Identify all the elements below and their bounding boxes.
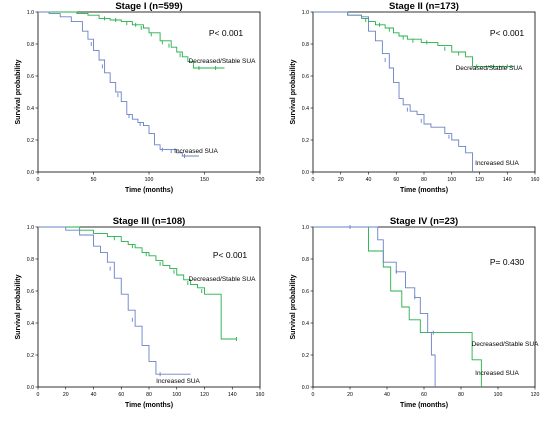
x-tick-label: 20: [338, 177, 344, 183]
x-tick-label: 100: [172, 392, 181, 398]
x-tick-label: 20: [347, 392, 353, 398]
x-tick-label: 80: [421, 177, 427, 183]
y-tick-label: 0.6: [302, 74, 309, 80]
x-tick-label: 80: [458, 392, 464, 398]
x-tick-label: 0: [37, 177, 40, 183]
x-tick-label: 140: [503, 177, 512, 183]
series-label-increased-sua: Increased SUA: [174, 148, 218, 155]
y-tick-label: 0.6: [27, 74, 34, 80]
series-label-increased-sua: Increased SUA: [475, 370, 519, 377]
y-tick-label: 0.2: [302, 138, 309, 144]
km-panel-stage-3: Stage III (n=108) 0 20 40 60 80 100 120 140 160 0.…: [0, 215, 275, 430]
p-value-label: P< 0.001: [213, 250, 248, 260]
km-chart-svg: Stage I (n=599) 0 50 100 150 200 0.0 0.2 0.4 0.6 0…: [15, 1, 265, 194]
y-tick-label: 0.0: [302, 170, 309, 176]
y-tick-label: 0.2: [302, 353, 309, 359]
x-tick-label: 60: [118, 392, 124, 398]
x-tick-label: 60: [393, 177, 399, 183]
km-chart-svg: Stage IV (n=23) 0 20 40 60 80 100 120 0.0 0.2 0.4 0…: [290, 216, 540, 409]
y-tick-label: 0.6: [27, 289, 34, 295]
x-axis-label: Time (months): [400, 187, 448, 194]
x-tick-label: 120: [475, 177, 484, 183]
y-tick-label: 0.2: [27, 138, 34, 144]
x-axis-label: Time (months): [400, 402, 448, 409]
x-tick-label: 20: [63, 392, 69, 398]
x-tick-label: 100: [447, 177, 456, 183]
y-axis-label: Survival probability: [15, 59, 22, 124]
series-line-decreased-stable-sua: [38, 11, 225, 69]
y-tick-label: 0.4: [302, 321, 309, 327]
y-tick-label: 0.4: [27, 106, 34, 112]
km-chart-svg: Stage III (n=108) 0 20 40 60 80 100 120 140 160 0.…: [15, 216, 265, 409]
x-tick-label: 120: [531, 392, 540, 398]
series-line-decreased-stable-sua: [313, 226, 482, 387]
km-panel-stage-2: Stage II (n=173) 0 20 40 60 80 100 120 140 160 0.0…: [275, 0, 550, 215]
x-tick-label: 100: [494, 392, 503, 398]
series-label-decreased-stable-sua: Decreased/Stable SUA: [456, 65, 524, 72]
x-tick-label: 200: [256, 177, 265, 183]
series-label-increased-sua: Increased SUA: [156, 378, 200, 385]
x-tick-label: 40: [366, 177, 372, 183]
y-tick-label: 0.6: [302, 289, 309, 295]
y-tick-label: 0.8: [302, 42, 309, 48]
x-tick-label: 100: [145, 177, 154, 183]
x-tick-label: 160: [531, 177, 540, 183]
y-tick-label: 0.8: [27, 257, 34, 263]
x-tick-label: 50: [91, 177, 97, 183]
y-tick-label: 1.0: [27, 10, 34, 16]
x-axis-label: Time (months): [125, 402, 173, 409]
x-tick-label: 120: [200, 392, 209, 398]
chart-title: Stage III (n=108): [113, 216, 186, 227]
p-value-label: P< 0.001: [490, 28, 525, 38]
y-axis-label: Survival probability: [290, 59, 297, 124]
x-tick-label: 150: [200, 177, 209, 183]
series-line-increased-sua: [313, 226, 436, 387]
y-tick-label: 0.0: [27, 385, 34, 391]
x-tick-label: 40: [91, 392, 97, 398]
series-label-decreased-stable-sua: Decreased/Stable SUA: [189, 58, 257, 65]
y-tick-label: 1.0: [302, 225, 309, 231]
p-value-label: P= 0.430: [490, 257, 525, 267]
y-tick-label: 0.4: [302, 106, 309, 112]
y-tick-label: 1.0: [27, 225, 34, 231]
km-panel-stage-1: Stage I (n=599) 0 50 100 150 200 0.0 0.2 0.4 0.6 0…: [0, 0, 275, 215]
series-label-decreased-stable-sua: Decreased/Stable SUA: [189, 276, 257, 283]
series-line-increased-sua: [38, 11, 199, 157]
series-line-decreased-stable-sua: [38, 226, 237, 340]
x-tick-label: 140: [228, 392, 237, 398]
y-tick-label: 0.4: [27, 321, 34, 327]
y-tick-label: 0.0: [27, 170, 34, 176]
chart-title: Stage IV (n=23): [390, 216, 458, 227]
x-tick-label: 0: [312, 177, 315, 183]
plot-frame: [312, 226, 536, 388]
x-axis-label: Time (months): [125, 187, 173, 194]
chart-title: Stage II (n=173): [389, 1, 459, 12]
km-panel-stage-4: Stage IV (n=23) 0 20 40 60 80 100 120 0.0 0.2 0.4 0…: [275, 215, 550, 430]
y-tick-label: 0.0: [302, 385, 309, 391]
x-tick-label: 60: [421, 392, 427, 398]
series-line-increased-sua: [313, 11, 474, 172]
x-tick-label: 0: [37, 392, 40, 398]
chart-title: Stage I (n=599): [115, 1, 182, 12]
y-tick-label: 0.8: [302, 257, 309, 263]
y-axis-label: Survival probability: [15, 274, 22, 339]
y-tick-label: 0.8: [27, 42, 34, 48]
y-axis-label: Survival probability: [290, 274, 297, 339]
series-line-increased-sua: [38, 226, 191, 375]
x-tick-label: 0: [312, 392, 315, 398]
y-tick-label: 0.2: [27, 353, 34, 359]
x-tick-label: 40: [384, 392, 390, 398]
p-value-label: P< 0.001: [209, 28, 244, 38]
series-label-increased-sua: Increased SUA: [475, 160, 519, 167]
km-chart-svg: Stage II (n=173) 0 20 40 60 80 100 120 140 160 0.0…: [290, 1, 540, 194]
series-label-decreased-stable-sua: Decreased/Stable SUA: [472, 341, 540, 348]
x-tick-label: 80: [146, 392, 152, 398]
series-line-decreased-stable-sua: [313, 11, 515, 67]
y-tick-label: 1.0: [302, 10, 309, 16]
x-tick-label: 160: [256, 392, 265, 398]
